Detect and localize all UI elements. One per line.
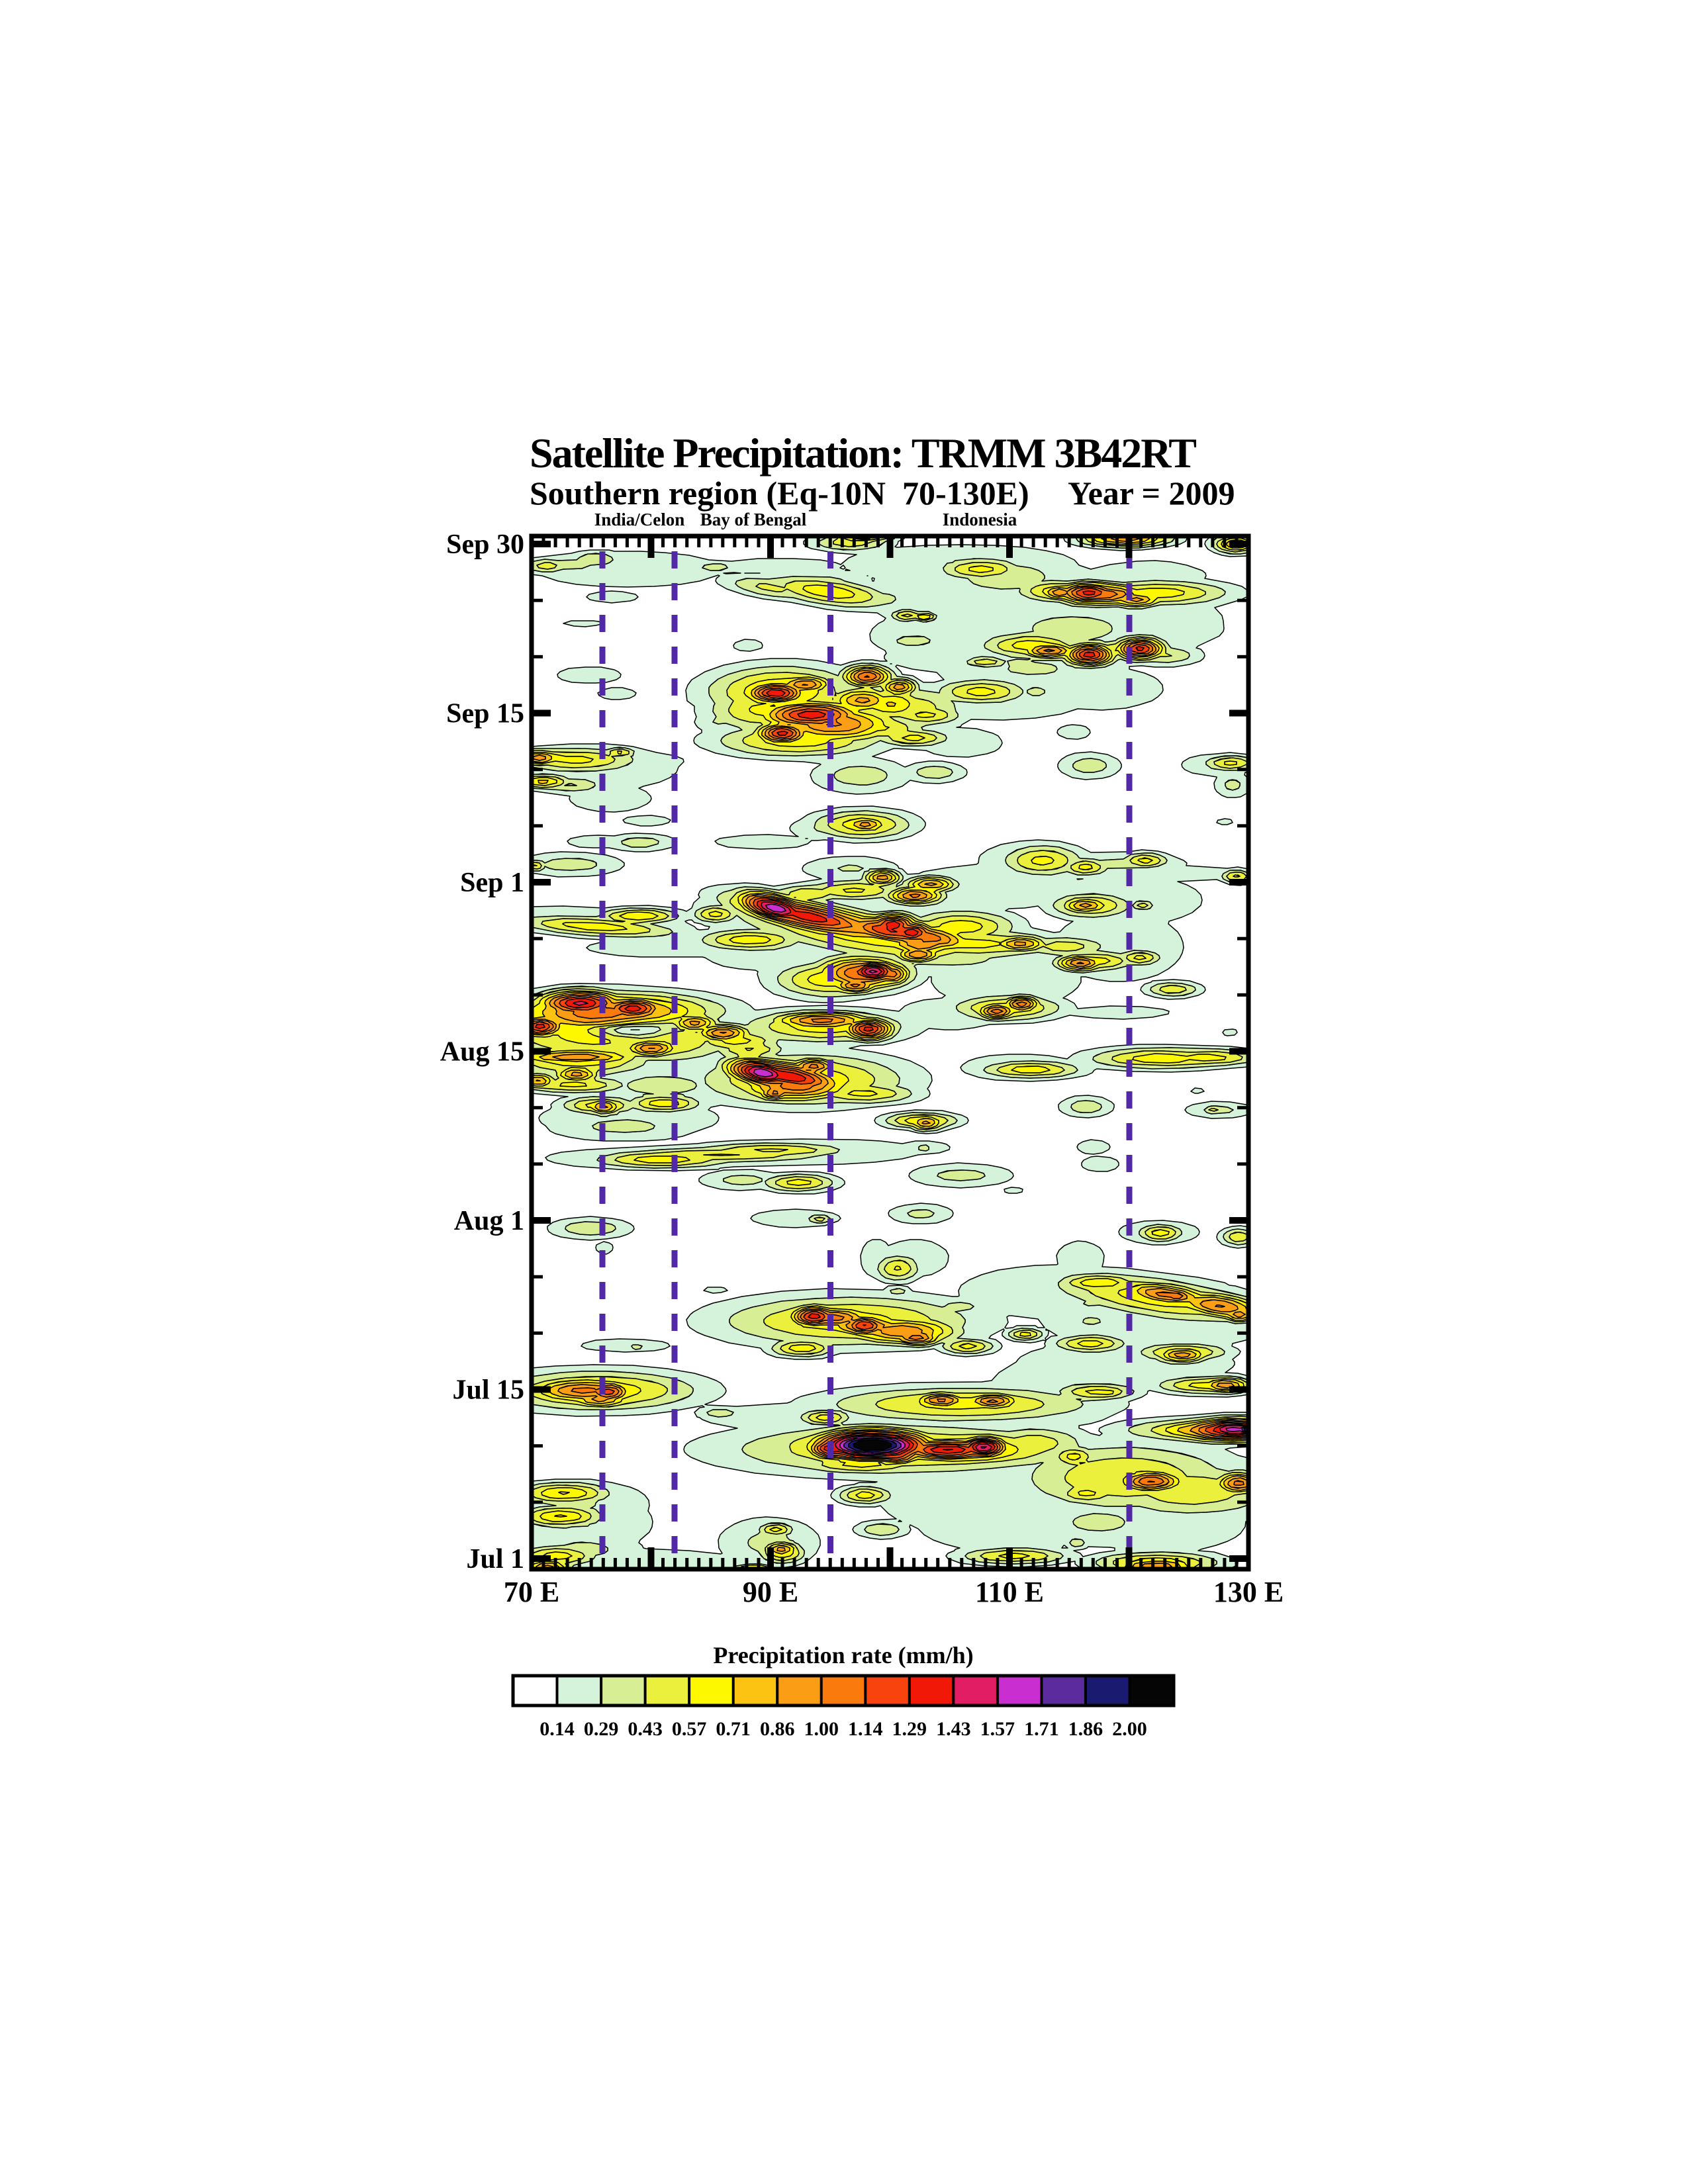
svg-text:0.86: 0.86 bbox=[760, 1718, 795, 1740]
svg-text:Jul 1: Jul 1 bbox=[466, 1544, 524, 1574]
svg-text:Year = 2009: Year = 2009 bbox=[1068, 475, 1235, 512]
svg-text:1.29: 1.29 bbox=[892, 1718, 927, 1740]
svg-text:90 E: 90 E bbox=[743, 1576, 798, 1608]
svg-text:0.29: 0.29 bbox=[584, 1718, 619, 1740]
svg-text:1.14: 1.14 bbox=[848, 1718, 883, 1740]
svg-text:1.71: 1.71 bbox=[1024, 1718, 1059, 1740]
svg-text:Indonesia: Indonesia bbox=[943, 510, 1017, 529]
svg-text:130 E: 130 E bbox=[1213, 1576, 1284, 1608]
svg-text:0.43: 0.43 bbox=[628, 1718, 663, 1740]
svg-text:Sep 1: Sep 1 bbox=[460, 868, 524, 898]
svg-text:Satellite Precipitation: TRMM: Satellite Precipitation: TRMM 3B42RT bbox=[530, 430, 1196, 477]
svg-text:1.43: 1.43 bbox=[936, 1718, 971, 1740]
svg-text:1.00: 1.00 bbox=[804, 1718, 839, 1740]
svg-text:0.71: 0.71 bbox=[716, 1718, 751, 1740]
svg-text:Sep 15: Sep 15 bbox=[446, 699, 524, 729]
svg-text:70 E: 70 E bbox=[504, 1576, 559, 1608]
svg-text:Bay of Bengal: Bay of Bengal bbox=[700, 510, 807, 529]
svg-text:Sep 30: Sep 30 bbox=[446, 529, 524, 560]
svg-text:Aug 15: Aug 15 bbox=[440, 1037, 524, 1068]
svg-text:1.57: 1.57 bbox=[980, 1718, 1015, 1740]
svg-text:Aug 1: Aug 1 bbox=[454, 1206, 524, 1236]
svg-text:1.86: 1.86 bbox=[1068, 1718, 1103, 1740]
svg-text:Precipitation rate (mm/h): Precipitation rate (mm/h) bbox=[713, 1642, 973, 1668]
svg-text:0.14: 0.14 bbox=[539, 1718, 575, 1740]
svg-text:Southern region (Eq-10N 70-13: Southern region (Eq-10N 70-130E) bbox=[530, 475, 1029, 512]
svg-text:110 E: 110 E bbox=[975, 1576, 1044, 1608]
svg-text:0.57: 0.57 bbox=[672, 1718, 707, 1740]
svg-text:Jul 15: Jul 15 bbox=[452, 1375, 524, 1406]
svg-text:India/Celon: India/Celon bbox=[594, 510, 685, 529]
svg-text:2.00: 2.00 bbox=[1112, 1718, 1147, 1740]
